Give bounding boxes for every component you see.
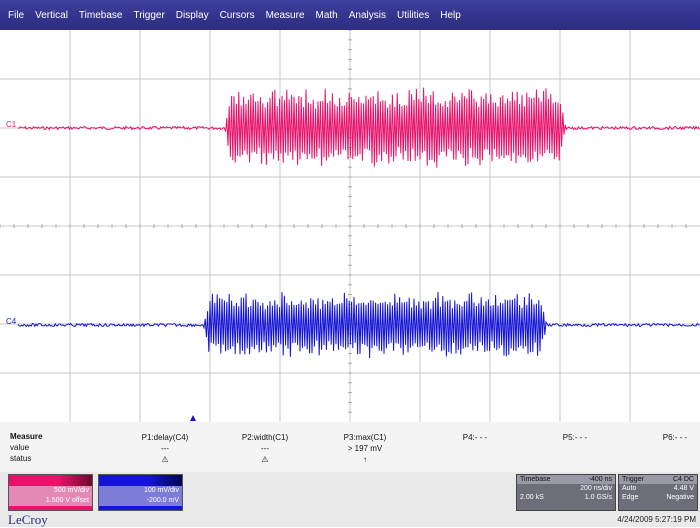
trigger-marker-icon[interactable] (190, 415, 196, 421)
channel-c4-descriptor[interactable]: 100 mV/div -200.0 mV (98, 474, 183, 511)
measure-p1-value: --- (161, 444, 169, 453)
measure-row-status: status (10, 454, 32, 463)
measure-title: Measure (10, 432, 43, 441)
timebase-delay: -400 ns (588, 476, 612, 483)
menu-analysis[interactable]: Analysis (348, 9, 386, 21)
lecroy-logo: LeCroy (8, 512, 48, 527)
measure-p1-status: ⚠ (161, 455, 169, 464)
waveform-display[interactable]: C1 C4 (0, 30, 700, 422)
measure-p3-status: ↑ (363, 455, 367, 464)
menu-file[interactable]: File (8, 9, 25, 21)
measure-p2-status: ⚠ (261, 455, 269, 464)
menu-utilities[interactable]: Utilities (396, 9, 430, 21)
c1-offset: 1.500 V offset (9, 496, 92, 506)
menu-cursors[interactable]: Cursors (219, 9, 255, 21)
status-bar: 500 mV/div 1.500 V offset 100 mV/div -20… (0, 472, 700, 527)
measure-p2-value: --- (261, 444, 269, 453)
measure-p5-name[interactable]: P5:- - - (562, 433, 588, 442)
trigger-channel: C4 DC (672, 476, 694, 483)
timebase-title: Timebase (520, 476, 551, 483)
measure-p2-name[interactable]: P2:width(C1) (241, 433, 289, 442)
c4-trace-label: C4 (6, 317, 17, 326)
c4-trace (17, 291, 700, 359)
c1-trace (17, 87, 700, 168)
channel-c1-descriptor[interactable]: 500 mV/div 1.500 V offset (8, 474, 93, 511)
menu-bar: File Vertical Timebase Trigger Display Cursor… (0, 0, 700, 30)
menu-help[interactable]: Help (440, 9, 461, 21)
measure-panel: Measure value status P1:delay(C4) --- ⚠ P2:… (0, 422, 700, 472)
menu-measure[interactable]: Measure (265, 9, 305, 21)
trigger-descriptor[interactable]: Trigger C4 DC Auto 4.48 V Edge Negative (618, 474, 698, 511)
menu-trigger[interactable]: Trigger (133, 9, 165, 21)
trigger-title: Trigger (622, 476, 644, 483)
menu-vertical[interactable]: Vertical (35, 9, 68, 21)
trigger-mode: Auto (622, 485, 637, 492)
trigger-type: Edge (622, 494, 639, 501)
c4-volts-div: 100 mV/div (99, 486, 182, 496)
c1-trace-label: C1 (6, 120, 17, 129)
measure-p6-name[interactable]: P6:- - - (662, 433, 688, 442)
menu-display[interactable]: Display (175, 9, 209, 21)
timebase-samples: 2.00 kS (520, 494, 544, 501)
timebase-srate: 1.0 GS/s (584, 494, 612, 501)
measure-p1-name[interactable]: P1:delay(C4) (141, 433, 189, 442)
trigger-level: 4.48 V (673, 485, 694, 492)
waveform-grid: C1 C4 (0, 30, 700, 422)
c1-volts-div: 500 mV/div (9, 486, 92, 496)
c4-offset: -200.0 mV (99, 496, 182, 506)
timebase-rate: 200 ns/div (580, 485, 612, 492)
trigger-slope: Negative (666, 494, 694, 501)
measure-p3-name[interactable]: P3:max(C1) (343, 433, 387, 442)
menu-timebase[interactable]: Timebase (78, 9, 123, 21)
measure-row-value: value (10, 443, 30, 452)
measure-p4-name[interactable]: P4:- - - (462, 433, 488, 442)
measure-p3-value: > 197 mV (347, 444, 383, 453)
date-time: 4/24/2009 5:27:19 PM (617, 515, 696, 524)
timebase-descriptor[interactable]: Timebase -400 ns 200 ns/div 2.00 kS 1.0 GS… (516, 474, 616, 511)
menu-math[interactable]: Math (315, 9, 338, 21)
